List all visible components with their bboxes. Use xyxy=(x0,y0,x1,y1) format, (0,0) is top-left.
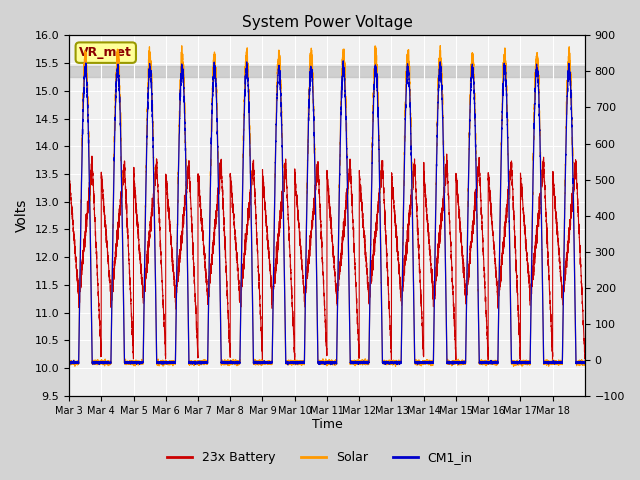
X-axis label: Time: Time xyxy=(312,419,342,432)
Text: VR_met: VR_met xyxy=(79,46,132,59)
Y-axis label: Volts: Volts xyxy=(15,199,29,232)
Bar xyxy=(69,66,585,77)
Legend: 23x Battery, Solar, CM1_in: 23x Battery, Solar, CM1_in xyxy=(163,446,477,469)
Title: System Power Voltage: System Power Voltage xyxy=(241,15,412,30)
